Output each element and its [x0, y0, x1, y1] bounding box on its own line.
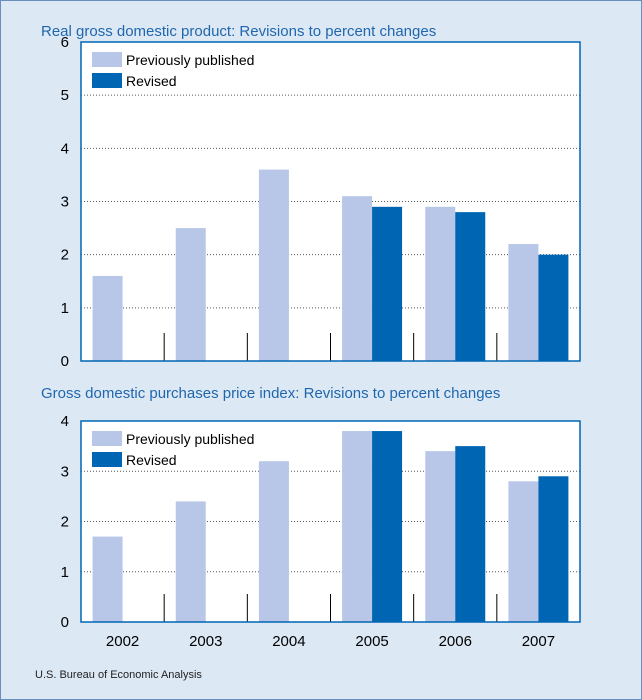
- chart-2-bar-previous-2006: [425, 451, 456, 622]
- chart-2-x-tick-label: 2006: [439, 633, 472, 650]
- chart-2-x-tick-label: 2007: [522, 633, 555, 650]
- chart-2-bar-previous-2007: [508, 481, 539, 622]
- chart-1-bar-previous-2004: [258, 169, 289, 361]
- chart-1-bar-revised-2005: [372, 206, 403, 361]
- chart-2-y-tick-label: 4: [61, 413, 69, 430]
- chart-2-bar-previous-2005: [342, 431, 373, 622]
- chart-2-x-tick-label: 2005: [355, 633, 388, 650]
- chart-2-bar-revised-2007: [538, 476, 569, 622]
- chart-1-legend-label: Revised: [126, 73, 177, 89]
- chart-1-legend-label: Previously published: [126, 52, 254, 68]
- chart-2-x-tick-label: 2003: [189, 633, 222, 650]
- chart-2-y-tick-label: 1: [61, 564, 69, 581]
- chart-2-bar-revised-2006: [455, 446, 486, 622]
- chart-2-bar-previous-2004: [258, 461, 289, 622]
- chart-2-x-tick-label: 2004: [272, 633, 305, 650]
- chart-2-y-tick-label: 0: [61, 614, 69, 631]
- chart-2-title: Gross domestic purchases price index: Re…: [41, 385, 501, 402]
- chart-2-x-tick-label: 2002: [106, 633, 139, 650]
- chart-1-bar-previous-2007: [508, 244, 539, 361]
- chart-2-legend-label: Previously published: [126, 431, 254, 447]
- chart-1-bar-revised-2007: [538, 254, 569, 361]
- chart-1-legend-swatch: [92, 52, 122, 67]
- chart-2-y-tick-label: 2: [61, 514, 69, 531]
- chart-1-y-tick-label: 2: [61, 247, 69, 264]
- chart-1-bar-previous-2003: [175, 228, 206, 361]
- chart-1-y-tick-label: 4: [61, 140, 69, 157]
- chart-1-y-tick-label: 0: [61, 353, 69, 370]
- chart-2-plot-border: [80, 420, 581, 623]
- chart-2-y-tick-label: 3: [61, 463, 69, 480]
- chart-2-legend-swatch: [92, 452, 122, 467]
- source-note: U.S. Bureau of Economic Analysis: [35, 669, 202, 681]
- chart-2-legend-label: Revised: [126, 452, 177, 468]
- chart-1-bar-previous-2005: [342, 196, 373, 361]
- chart-1-y-tick-label: 1: [61, 300, 69, 317]
- chart-1-bar-revised-2006: [455, 212, 486, 361]
- chart-1-y-tick-label: 6: [61, 34, 69, 51]
- chart-2-legend-swatch: [92, 431, 122, 446]
- chart-2-bar-revised-2005: [372, 431, 403, 622]
- chart-1-bar-previous-2006: [425, 206, 456, 361]
- chart-1-title: Real gross domestic product: Revisions t…: [41, 23, 437, 40]
- chart-1-bar-previous-2002: [92, 275, 123, 361]
- chart-1-y-tick-label: 3: [61, 194, 69, 211]
- chart-2-bar-previous-2003: [175, 501, 206, 622]
- chart-2-bar-previous-2002: [92, 536, 123, 622]
- chart-1-plot-border: [80, 41, 581, 362]
- chart-1-y-tick-label: 5: [61, 87, 69, 104]
- chart-1-legend-swatch: [92, 73, 122, 88]
